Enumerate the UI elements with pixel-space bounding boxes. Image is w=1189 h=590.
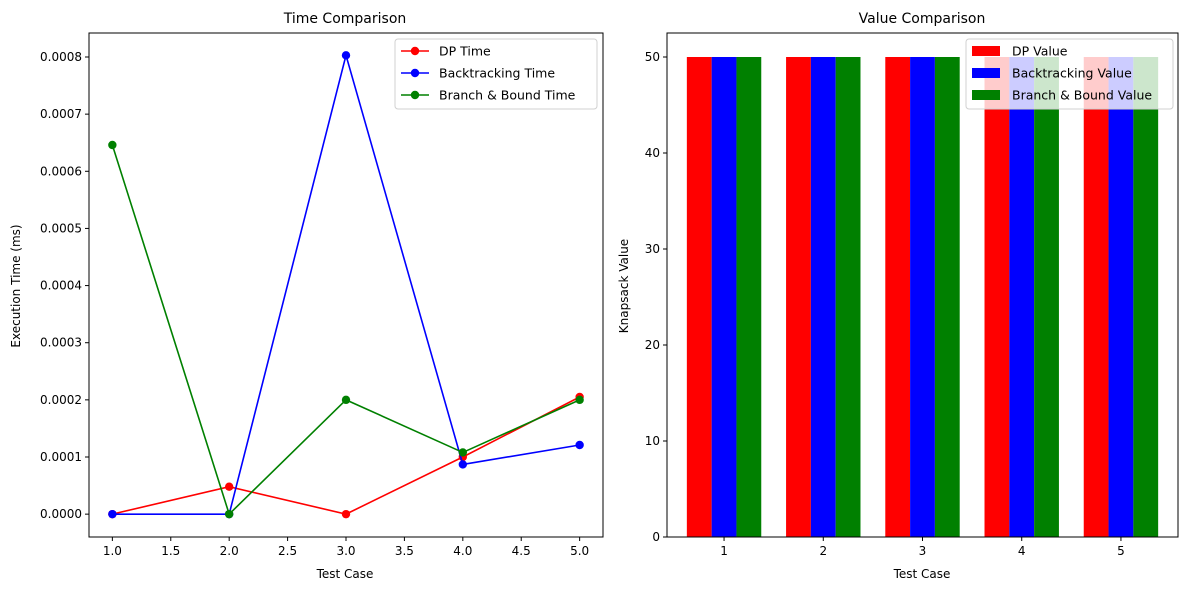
legend-item: Branch & Bound Time: [401, 88, 576, 103]
series-line: [111, 144, 580, 516]
legend-item: Backtracking Value: [972, 66, 1132, 81]
y-tick-label: 30: [645, 242, 660, 256]
bar: [1083, 57, 1109, 537]
data-point: [224, 482, 234, 491]
bar: [711, 57, 737, 537]
legend-label: Branch & Bound Value: [1012, 88, 1152, 103]
y-axis-label: Execution Time (ms): [9, 224, 23, 347]
bar: [1108, 57, 1134, 537]
y-tick-label: 20: [645, 338, 660, 352]
x-tick-label: 3.0: [336, 544, 355, 558]
x-tick-label: 3.5: [395, 544, 414, 558]
legend-marker: [410, 90, 420, 100]
data-point: [575, 440, 584, 450]
x-axis-label: Test Case: [893, 567, 951, 581]
chart-title: Value Comparison: [859, 11, 986, 27]
series-backtracking-time: [108, 51, 584, 519]
bar: [835, 57, 861, 537]
bar: [736, 57, 762, 537]
series-branch-bound-time: [108, 140, 584, 519]
legend: DP Value Backtracking Value Branch & Bound…: [965, 38, 1174, 110]
legend-item: Backtracking Time: [401, 66, 555, 81]
y-tick-label: 0.0001: [40, 450, 82, 464]
x-tick-label: 1: [720, 544, 728, 558]
bar: [984, 57, 1010, 537]
y-tick-label: 10: [645, 434, 660, 448]
y-tick-label: 0.0006: [40, 164, 82, 178]
legend-box: [965, 38, 1174, 110]
legend-label: Branch & Bound Time: [439, 88, 576, 103]
legend-box: [394, 38, 598, 110]
bar: [934, 57, 960, 537]
plot-frame: [88, 32, 604, 538]
bar: [1034, 57, 1059, 537]
bar: [1009, 57, 1035, 537]
x-tick-label: 2.5: [278, 544, 297, 558]
legend-label: DP Value: [1012, 44, 1068, 59]
legend-marker: [410, 68, 420, 78]
y-tick-label: 50: [645, 50, 660, 64]
legend-label: Backtracking Time: [439, 66, 555, 81]
legend-swatch: [972, 90, 1000, 100]
bar: [1133, 57, 1159, 537]
plot-frame: [666, 32, 1179, 538]
bar: [686, 57, 712, 537]
series-line: [112, 396, 581, 515]
x-tick-label: 4.0: [453, 544, 472, 558]
data-point: [458, 460, 468, 469]
bar: [885, 57, 911, 537]
legend-label: Backtracking Value: [1012, 66, 1132, 81]
legend-marker: [410, 46, 420, 56]
y-tick-label: 0.0005: [40, 221, 82, 235]
legend-item: DP Time: [401, 44, 491, 59]
bar: [786, 57, 811, 537]
legend-swatch: [972, 68, 1000, 78]
legend-swatch: [972, 46, 1000, 56]
value-comparison-chart: Value Comparison Test Case Knapsack Valu…: [617, 11, 1179, 581]
x-tick-label: 4: [1018, 544, 1026, 558]
data-point: [458, 448, 468, 457]
chart-title: Time Comparison: [283, 11, 407, 27]
y-tick-label: 0.0000: [40, 507, 82, 521]
series-branch-bound-value: [736, 57, 1159, 537]
y-tick-label: 40: [645, 146, 660, 160]
series-backtracking-value: [711, 57, 1134, 537]
x-axis-label: Test Case: [316, 567, 374, 581]
series-dp-value: [686, 57, 1109, 537]
x-tick-label: 5: [1117, 544, 1125, 558]
y-tick-label: 0: [652, 530, 660, 544]
data-point: [341, 509, 351, 519]
x-tick-label: 4.5: [512, 544, 531, 558]
y-axis-label: Knapsack Value: [617, 239, 631, 333]
series-line: [112, 52, 580, 515]
x-tick-label: 1.0: [103, 544, 122, 558]
legend: DP Time Backtracking Time Branch & Bound T…: [394, 38, 598, 110]
time-comparison-chart: Time Comparison Test Case Execution Time…: [9, 11, 604, 581]
y-tick-label: 0.0002: [40, 393, 82, 407]
data-point: [224, 509, 234, 519]
x-tick-label: 3: [919, 544, 927, 558]
bar: [810, 57, 836, 537]
x-tick-label: 2.0: [220, 544, 239, 558]
data-point: [108, 140, 117, 150]
data-point: [575, 395, 584, 405]
data-point: [341, 395, 351, 405]
x-tick-label: 2: [819, 544, 827, 558]
y-tick-label: 0.0008: [40, 50, 82, 64]
data-point: [341, 51, 351, 60]
y-tick-label: 0.0004: [40, 279, 82, 293]
y-tick-label: 0.0007: [40, 107, 82, 121]
legend-item: Branch & Bound Value: [972, 88, 1152, 103]
data-point: [108, 509, 117, 519]
y-tick-label: 0.0003: [40, 336, 82, 350]
legend-item: DP Value: [972, 44, 1068, 59]
x-tick-label: 5.0: [570, 544, 589, 558]
bar: [910, 57, 935, 537]
legend-label: DP Time: [439, 44, 491, 59]
x-tick-label: 1.5: [161, 544, 180, 558]
